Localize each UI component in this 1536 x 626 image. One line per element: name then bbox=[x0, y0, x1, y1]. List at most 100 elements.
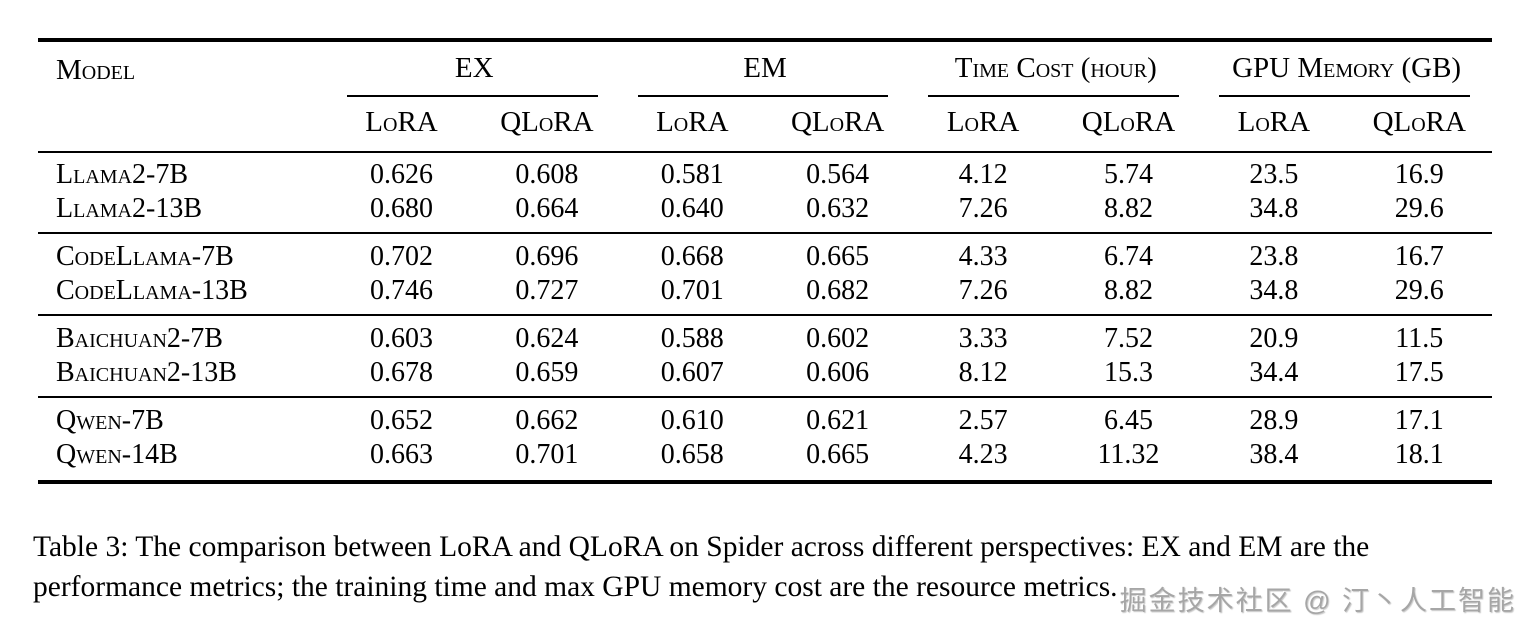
column-group-time-cost: Time Cost (hour) bbox=[910, 40, 1201, 97]
metric-value: 4.12 bbox=[910, 151, 1056, 192]
model-name: Baichuan2-13B bbox=[56, 357, 237, 388]
metric-value: 0.678 bbox=[370, 357, 433, 388]
metric-value: 34.4 bbox=[1249, 357, 1299, 388]
metric-value: 8.12 bbox=[958, 357, 1008, 388]
table-row: Baichuan2-13B 0.678 0.659 0.607 0.606 8.12 15.… bbox=[38, 356, 1492, 397]
table-row: Qwen-7B 0.652 0.662 0.610 0.621 2.57 6.45 28.9 1… bbox=[38, 396, 1492, 438]
model-name: Qwen-14B bbox=[56, 439, 178, 470]
metric-value: 0.588 bbox=[619, 314, 765, 356]
column-group-ex: EX bbox=[329, 40, 620, 97]
table-row: CodeLlama-13B 0.746 0.727 0.701 0.682 7.26 8.8… bbox=[38, 274, 1492, 315]
watermark: 掘金技术社区 @ 汀丶人工智能 bbox=[1119, 586, 1516, 616]
metric-value: 5.74 bbox=[1055, 151, 1202, 192]
metric-value: 17.5 bbox=[1394, 357, 1444, 388]
metric-value: 0.668 bbox=[619, 232, 765, 274]
metric-value: 0.727 bbox=[515, 275, 579, 306]
metric-value: 0.640 bbox=[660, 193, 724, 224]
model-name: CodeLlama-7B bbox=[38, 232, 329, 274]
header-row-methods: LoRA QLoRA LoRA QLoRA LoRA QLoRA LoRA QL… bbox=[38, 97, 1492, 152]
metric-value: 23.8 bbox=[1201, 232, 1347, 274]
metric-value: 23.5 bbox=[1201, 151, 1347, 192]
metric-value: 28.9 bbox=[1201, 396, 1347, 438]
column-header-model: Model bbox=[56, 54, 136, 86]
metric-value: 34.8 bbox=[1249, 193, 1299, 224]
column-header-em-lora: LoRA bbox=[656, 106, 729, 138]
metric-value: 4.33 bbox=[910, 232, 1056, 274]
table-row: Llama2-13B 0.680 0.664 0.640 0.632 7.26 8.82 34… bbox=[38, 192, 1492, 233]
metric-value: 0.665 bbox=[764, 232, 911, 274]
metric-value: 8.82 bbox=[1103, 275, 1153, 306]
metric-value: 0.606 bbox=[806, 357, 870, 388]
column-header-ex-qlora: QLoRA bbox=[500, 106, 594, 138]
model-name: CodeLlama-13B bbox=[56, 275, 248, 306]
metric-value: 0.607 bbox=[660, 357, 724, 388]
metric-value: 2.57 bbox=[910, 396, 1056, 438]
metric-value: 0.662 bbox=[474, 396, 620, 438]
metric-value: 0.664 bbox=[515, 193, 579, 224]
results-table: Model EX EM Time Cost (hour) GPU Memory … bbox=[38, 38, 1492, 484]
column-header-time-lora: LoRA bbox=[946, 106, 1020, 138]
metric-value: 16.9 bbox=[1346, 151, 1492, 192]
metric-value: 18.1 bbox=[1394, 439, 1444, 470]
metric-value: 15.3 bbox=[1103, 357, 1153, 388]
metric-value: 7.26 bbox=[958, 193, 1008, 224]
metric-value: 6.74 bbox=[1055, 232, 1202, 274]
metric-value: 0.608 bbox=[474, 151, 620, 192]
metric-value: 7.52 bbox=[1055, 314, 1202, 356]
metric-value: 4.23 bbox=[958, 439, 1008, 470]
metric-value: 0.663 bbox=[370, 439, 433, 470]
table-row: Llama2-7B 0.626 0.608 0.581 0.564 4.12 5.74 23.… bbox=[38, 151, 1492, 192]
table-row: Qwen-14B 0.663 0.701 0.658 0.665 4.23 11.32 38.… bbox=[38, 438, 1492, 482]
table-row: Baichuan2-7B 0.603 0.624 0.588 0.602 3.33 7.52… bbox=[38, 314, 1492, 356]
column-header-em-qlora: QLoRA bbox=[790, 106, 885, 138]
table-header: Model EX EM Time Cost (hour) GPU Memory … bbox=[38, 40, 1492, 152]
metric-value: 0.652 bbox=[328, 396, 475, 438]
metric-value: 0.682 bbox=[806, 275, 870, 306]
metric-value: 0.621 bbox=[764, 396, 911, 438]
metric-value: 6.45 bbox=[1055, 396, 1202, 438]
header-row-groups: Model EX EM Time Cost (hour) GPU Memory … bbox=[38, 40, 1492, 97]
column-group-em: EM bbox=[620, 40, 911, 97]
table-row: CodeLlama-7B 0.702 0.696 0.668 0.665 4.33 6.74… bbox=[38, 232, 1492, 274]
metric-value: 3.33 bbox=[910, 314, 1056, 356]
metric-value: 0.564 bbox=[764, 151, 911, 192]
column-header-gpu-lora: LoRA bbox=[1237, 106, 1311, 138]
metric-value: 0.624 bbox=[474, 314, 620, 356]
metric-value: 0.659 bbox=[515, 357, 579, 388]
metric-value: 34.8 bbox=[1249, 275, 1299, 306]
model-name: Qwen-7B bbox=[38, 396, 329, 438]
metric-value: 0.632 bbox=[806, 193, 870, 224]
metric-value: 0.702 bbox=[328, 232, 475, 274]
metric-value: 0.581 bbox=[619, 151, 765, 192]
table-body: Llama2-7B 0.626 0.608 0.581 0.564 4.12 5.74 23.… bbox=[38, 151, 1492, 482]
metric-value: 0.626 bbox=[328, 151, 475, 192]
metric-value: 0.680 bbox=[370, 193, 433, 224]
metric-value: 17.1 bbox=[1346, 396, 1492, 438]
model-name: Baichuan2-7B bbox=[38, 314, 329, 356]
metric-value: 8.82 bbox=[1103, 193, 1153, 224]
metric-value: 0.602 bbox=[764, 314, 911, 356]
column-header-gpu-qlora: QLoRA bbox=[1372, 106, 1466, 138]
metric-value: 7.26 bbox=[958, 275, 1008, 306]
metric-value: 11.32 bbox=[1097, 439, 1160, 470]
column-group-gpu-memory: GPU Memory (GB) bbox=[1201, 40, 1492, 97]
metric-value: 38.4 bbox=[1249, 439, 1299, 470]
metric-value: 0.701 bbox=[660, 275, 724, 306]
model-name: Llama2-13B bbox=[56, 193, 202, 224]
metric-value: 16.7 bbox=[1346, 232, 1492, 274]
results-table-container: Model EX EM Time Cost (hour) GPU Memory … bbox=[38, 38, 1492, 484]
column-header-ex-lora: LoRA bbox=[365, 106, 438, 138]
metric-value: 0.610 bbox=[619, 396, 765, 438]
metric-value: 29.6 bbox=[1394, 275, 1444, 306]
metric-value: 0.701 bbox=[515, 439, 579, 470]
metric-value: 20.9 bbox=[1201, 314, 1347, 356]
metric-value: 0.603 bbox=[328, 314, 475, 356]
metric-value: 11.5 bbox=[1346, 314, 1492, 356]
metric-value: 0.665 bbox=[806, 439, 870, 470]
column-header-time-qlora: QLoRA bbox=[1081, 106, 1176, 138]
model-name: Llama2-7B bbox=[38, 151, 329, 192]
table-caption: Table 3: The comparison between LoRA and… bbox=[33, 531, 1370, 603]
metric-value: 0.746 bbox=[370, 275, 433, 306]
metric-value: 0.658 bbox=[660, 439, 724, 470]
